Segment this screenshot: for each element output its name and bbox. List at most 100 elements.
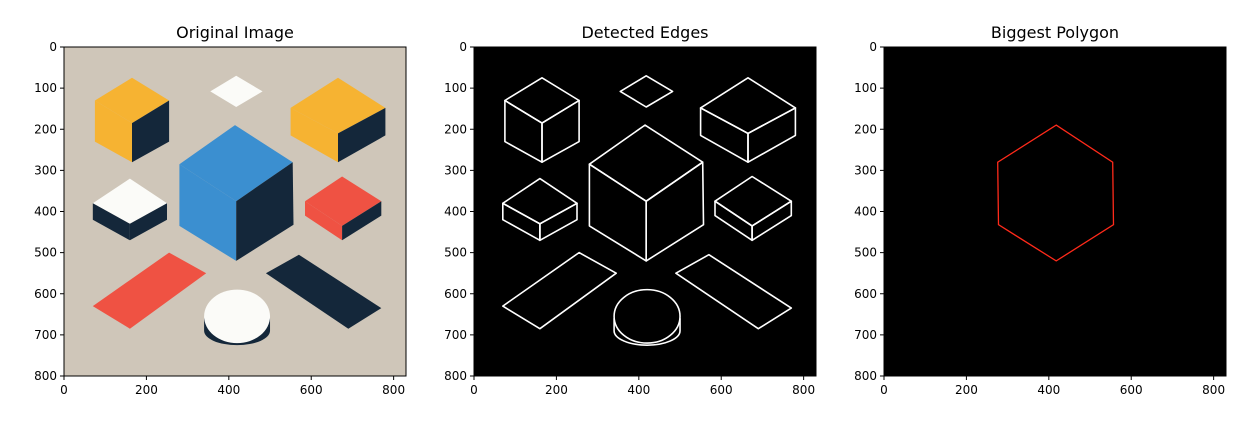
y-tick-label: 500 xyxy=(854,246,877,260)
y-ticks: 0 100 200 300 400 500 600 700 800 xyxy=(34,40,64,383)
y-tick-label: 300 xyxy=(444,163,467,177)
y-tick-label: 800 xyxy=(444,369,467,383)
red-parallelogram-edges xyxy=(501,251,618,330)
y-tick-label: 600 xyxy=(854,287,877,301)
blue-cube-edges xyxy=(588,124,705,262)
y-tick-label: 300 xyxy=(854,163,877,177)
y-tick-label: 800 xyxy=(34,369,57,383)
x-ticks: 0 200 400 600 800 xyxy=(880,376,1225,397)
image-polygon xyxy=(884,47,1226,376)
x-tick-label: 400 xyxy=(627,383,650,397)
panel-title: Biggest Polygon xyxy=(991,23,1119,42)
y-tick-label: 0 xyxy=(459,40,467,54)
blue-cube xyxy=(179,125,294,261)
panel-title: Detected Edges xyxy=(581,23,708,42)
y-tick-label: 400 xyxy=(34,205,57,219)
y-tick-label: 100 xyxy=(444,81,467,95)
panel-title: Original Image xyxy=(176,23,294,42)
yellow-cube-right xyxy=(290,77,386,163)
shape-face xyxy=(210,75,263,107)
shape-face xyxy=(94,77,170,124)
x-tick-label: 0 xyxy=(880,383,888,397)
image-background xyxy=(884,47,1226,376)
y-tick-label: 400 xyxy=(444,205,467,219)
shape-face xyxy=(132,100,170,163)
y-tick-label: 200 xyxy=(854,122,877,136)
shape-face xyxy=(290,107,338,163)
white-cylinder xyxy=(204,289,271,346)
y-ticks: 0 100 200 300 400 500 600 700 800 xyxy=(854,40,884,383)
white-diamond-edges xyxy=(619,75,674,108)
white-diamond xyxy=(210,75,263,107)
red-slab-right-edges xyxy=(714,175,793,242)
panel-biggest-polygon: Biggest Polygon 0 200 400 600 800 0 100 200 300… xyxy=(854,23,1227,397)
image-background xyxy=(474,47,816,376)
panel-detected-edges: Detected Edges 0 200 400 600 800 0 100 200 300 4… xyxy=(444,23,817,397)
x-tick-label: 200 xyxy=(135,383,158,397)
edge-outline xyxy=(541,99,580,163)
cylinder-top xyxy=(204,289,271,344)
x-tick-label: 400 xyxy=(217,383,240,397)
edge-outline xyxy=(613,318,681,346)
white-slab-left-edges xyxy=(501,177,578,242)
shape-face xyxy=(92,178,167,224)
y-tick-label: 800 xyxy=(854,369,877,383)
biggest-polygon-outline xyxy=(997,124,1115,262)
y-tick-label: 100 xyxy=(34,81,57,95)
shape-face xyxy=(342,201,382,241)
yellow-cube-left-edges xyxy=(504,77,580,163)
edge-outline xyxy=(645,161,705,262)
y-tick-label: 700 xyxy=(444,328,467,342)
image-edges xyxy=(474,47,816,376)
edge-outline xyxy=(619,75,674,108)
panel-original-image: Original Image 0 200 400 600 800 0 100 200 300 4… xyxy=(34,23,407,397)
edge-outline xyxy=(539,202,578,242)
y-ticks: 0 100 200 300 400 500 600 700 800 xyxy=(444,40,474,383)
x-tick-label: 0 xyxy=(60,383,68,397)
x-tick-label: 200 xyxy=(545,383,568,397)
edge-outline xyxy=(747,107,797,163)
x-tick-label: 200 xyxy=(955,383,978,397)
y-tick-label: 0 xyxy=(49,40,57,54)
x-tick-label: 600 xyxy=(300,383,323,397)
y-tick-label: 600 xyxy=(444,287,467,301)
y-tick-label: 500 xyxy=(444,246,467,260)
x-ticks: 0 200 400 600 800 xyxy=(470,376,815,397)
y-tick-label: 100 xyxy=(854,81,877,95)
shape-face xyxy=(290,77,386,134)
x-tick-label: 600 xyxy=(710,383,733,397)
shape-face xyxy=(94,100,132,163)
x-tick-label: 800 xyxy=(792,383,815,397)
y-tick-label: 400 xyxy=(854,205,877,219)
y-tick-label: 300 xyxy=(34,163,57,177)
shape-face xyxy=(179,164,237,261)
edge-outline xyxy=(501,251,618,330)
red-slab-right xyxy=(305,176,382,241)
shape-face xyxy=(236,162,294,261)
shape-face xyxy=(179,125,293,202)
cylinder-edges xyxy=(613,288,681,346)
x-ticks: 0 200 400 600 800 xyxy=(60,376,405,397)
x-tick-label: 0 xyxy=(470,383,478,397)
x-tick-label: 600 xyxy=(1120,383,1143,397)
shape-face xyxy=(92,203,130,241)
red-parallelogram xyxy=(92,252,207,329)
edge-outline xyxy=(613,288,681,344)
edge-outline xyxy=(675,253,793,330)
y-tick-label: 700 xyxy=(854,328,877,342)
x-tick-label: 800 xyxy=(382,383,405,397)
y-tick-label: 700 xyxy=(34,328,57,342)
y-tick-label: 200 xyxy=(444,122,467,136)
yellow-cube-left xyxy=(94,77,170,163)
shape-face xyxy=(305,176,382,226)
shape-face xyxy=(265,254,382,329)
y-tick-label: 0 xyxy=(869,40,877,54)
y-tick-label: 500 xyxy=(34,246,57,260)
edge-outline xyxy=(751,200,793,242)
y-tick-label: 600 xyxy=(34,287,57,301)
x-tick-label: 800 xyxy=(1202,383,1225,397)
shape-face xyxy=(338,107,386,163)
shape-face xyxy=(305,201,343,241)
shape-face xyxy=(92,252,207,329)
